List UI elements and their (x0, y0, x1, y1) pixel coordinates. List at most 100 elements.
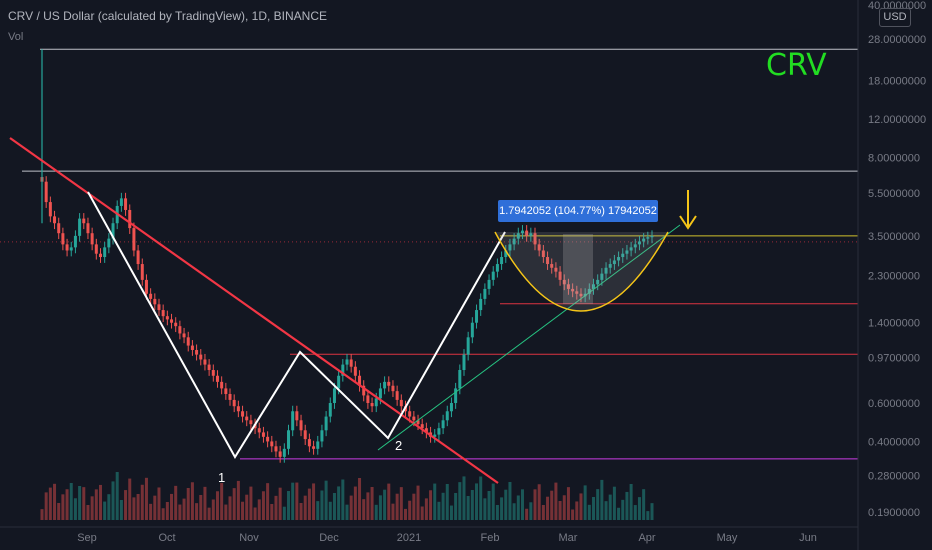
candle-body (140, 264, 144, 280)
candle-body (324, 416, 328, 431)
volume-bar (362, 499, 366, 520)
candle-body (337, 375, 341, 389)
measure-label: 1.7942052 (104.77%) 17942052 (498, 200, 658, 222)
price-axis-bg (858, 0, 932, 550)
volume-bar (479, 476, 483, 520)
candle-body (391, 385, 395, 392)
candle-body (445, 411, 449, 421)
candle-body (149, 293, 153, 299)
candle-body (437, 428, 441, 435)
volume-bar (541, 505, 545, 520)
volume-bar (408, 500, 412, 520)
candle-body (583, 293, 587, 297)
volume-bar (261, 491, 265, 520)
cup-shape (494, 231, 669, 312)
time-tick-label: Feb (481, 532, 500, 544)
currency-button[interactable]: USD (879, 8, 911, 27)
candle-body (203, 359, 207, 365)
candle-body (78, 218, 82, 236)
volume-bar (349, 495, 353, 520)
candle-body (462, 354, 466, 371)
range-highlight (563, 234, 593, 304)
volume-bar (215, 491, 219, 520)
volume-bar (232, 488, 236, 520)
candle-body (546, 257, 550, 265)
candle-body (416, 420, 420, 425)
drawings: 12 (9, 137, 697, 485)
volume-bar (612, 486, 616, 520)
candle-body (625, 250, 629, 254)
volume-bar (332, 493, 336, 520)
candle-body (53, 216, 57, 224)
candle-body (299, 420, 303, 431)
price-tick-label: 0.9700000 (868, 352, 920, 364)
candle-body (629, 247, 633, 251)
time-tick-label: Sep (77, 532, 97, 544)
volume-bar (587, 504, 591, 520)
candle-body (558, 271, 562, 280)
price-tick-label: 0.6000000 (868, 398, 920, 410)
price-tick-label: 2.3000000 (868, 271, 920, 283)
volume-bar (195, 503, 199, 520)
volume-bar (320, 490, 324, 520)
price-tick-label: 28.0000000 (868, 34, 926, 46)
volume-bar (57, 503, 61, 520)
volume-bar (491, 483, 495, 520)
volume-bar (429, 490, 433, 520)
candle-body (136, 250, 140, 265)
candle-body (303, 430, 307, 440)
candle-body (550, 264, 554, 268)
candle-body (441, 420, 445, 429)
candle-body (617, 257, 621, 261)
candle-body (220, 381, 224, 389)
volume-bar (516, 495, 520, 520)
volume-bar (383, 489, 387, 520)
volume-bar (529, 502, 533, 520)
volume-bar (312, 483, 316, 520)
volume-bar (374, 504, 378, 520)
candle-body (470, 322, 474, 338)
candle-body (86, 223, 90, 234)
candle-body (395, 391, 399, 400)
candle-body (307, 439, 311, 447)
candle-body (190, 345, 194, 350)
volume-bar (65, 489, 69, 520)
candle-body (399, 399, 403, 407)
volume-bar (282, 506, 286, 520)
volume-bar (378, 495, 382, 520)
candle-body (424, 428, 428, 433)
volume-bar (533, 489, 537, 520)
symbol-watermark: CRV (766, 48, 827, 83)
candle-body (608, 264, 612, 268)
volume-bar (203, 486, 207, 520)
volume-bar (90, 496, 94, 520)
candle-body (650, 235, 654, 238)
volume-bar (575, 501, 579, 520)
candle-body (266, 436, 270, 442)
volume-bar (69, 483, 73, 520)
candle-body (241, 411, 245, 417)
volume-bar (466, 496, 470, 520)
candle-body (174, 322, 178, 327)
volume-bar (44, 492, 48, 520)
candle-body (600, 273, 604, 280)
volume-bar (274, 495, 278, 520)
volume-bar (345, 504, 349, 520)
time-tick-label: Nov (239, 532, 259, 544)
candle-body (500, 257, 504, 265)
candle-body (249, 420, 253, 425)
candle-body (278, 451, 282, 457)
time-tick-label: Dec (319, 532, 339, 544)
volume-bar (370, 487, 374, 520)
candle-body (358, 375, 362, 386)
volume-bar (358, 478, 362, 520)
volume-bars (40, 472, 654, 520)
candle-body (508, 244, 512, 251)
volume-bar (103, 501, 107, 520)
candle-body (633, 244, 637, 248)
candle-body (170, 319, 174, 323)
volume-bar (449, 505, 453, 520)
candle-body (199, 354, 203, 360)
candle-body (475, 310, 479, 323)
